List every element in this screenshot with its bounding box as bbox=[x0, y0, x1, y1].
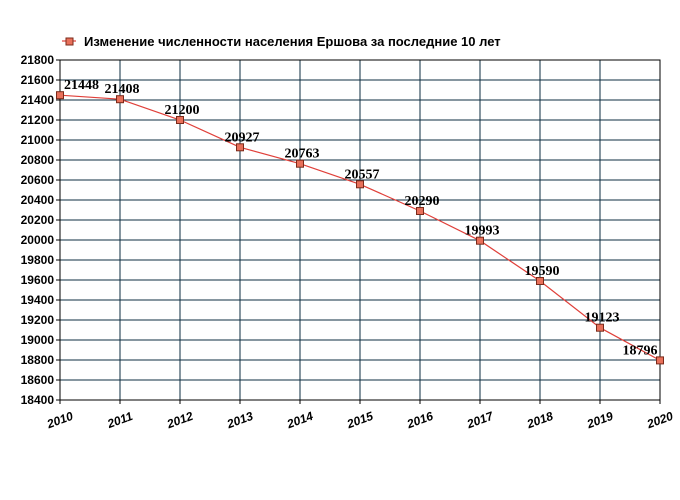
legend: Изменение численности населения Ершова з… bbox=[62, 34, 501, 49]
y-tick-label: 18600 bbox=[21, 373, 55, 387]
data-point-marker bbox=[56, 91, 64, 100]
y-tick-label: 19600 bbox=[21, 273, 55, 287]
data-label: 20927 bbox=[225, 130, 260, 145]
data-point-marker bbox=[116, 95, 124, 104]
y-tick-label: 19400 bbox=[21, 293, 55, 307]
data-label: 19993 bbox=[465, 224, 500, 239]
data-point-marker bbox=[176, 116, 184, 124]
data-label: 20557 bbox=[345, 167, 380, 182]
data-point-marker bbox=[536, 277, 544, 285]
x-tick-label: 2019 bbox=[584, 409, 615, 432]
data-label: 21448 bbox=[64, 78, 99, 93]
y-tick-label: 21400 bbox=[21, 93, 55, 107]
x-tick-label: 2018 bbox=[524, 409, 555, 432]
legend-label: Изменение численности населения Ершова з… bbox=[84, 34, 501, 49]
y-tick-label: 19200 bbox=[21, 313, 55, 327]
x-tick-label: 2017 bbox=[464, 408, 496, 431]
y-tick-label: 21600 bbox=[21, 73, 55, 87]
x-axis-ticks: 2010 2011 2012 2013 2014 2015 2016 2017 2018 2019… bbox=[44, 400, 675, 431]
legend-marker-swatch bbox=[65, 37, 74, 46]
data-point-marker bbox=[296, 159, 304, 168]
data-label: 20290 bbox=[405, 194, 440, 209]
data-point-marker bbox=[596, 323, 604, 332]
y-tick-label: 18400 bbox=[21, 393, 55, 407]
x-tick-label: 2011 bbox=[105, 409, 135, 431]
y-tick-label: 20800 bbox=[21, 153, 55, 167]
data-point-marker bbox=[656, 356, 664, 365]
y-axis-ticks: 18400 18600 18800 19000 19200 19400 19600 19800… bbox=[21, 53, 60, 407]
data-point-marker bbox=[236, 143, 244, 152]
y-tick-label: 19000 bbox=[21, 333, 55, 347]
data-label: 20763 bbox=[285, 147, 320, 162]
x-tick-label: 2012 bbox=[164, 409, 195, 432]
y-tick-label: 18800 bbox=[21, 353, 55, 367]
y-tick-label: 21000 bbox=[21, 133, 55, 147]
x-tick-label: 2015 bbox=[344, 409, 375, 432]
data-label: 18796 bbox=[623, 343, 658, 358]
y-tick-label: 21800 bbox=[21, 53, 55, 67]
data-point-marker bbox=[416, 207, 424, 215]
data-label: 19590 bbox=[525, 264, 560, 279]
x-tick-label: 2016 bbox=[404, 409, 435, 432]
y-tick-label: 21200 bbox=[21, 113, 55, 127]
data-point-marker bbox=[356, 180, 364, 189]
data-label: 19123 bbox=[585, 311, 620, 326]
y-tick-label: 19800 bbox=[21, 253, 55, 267]
y-tick-label: 20000 bbox=[21, 233, 55, 247]
x-tick-label: 2014 bbox=[284, 409, 315, 432]
data-label: 21408 bbox=[105, 82, 140, 97]
series-group: 21448 21408 21200 20927 20763 20557 20290 19993… bbox=[56, 78, 664, 365]
data-point-marker bbox=[476, 236, 484, 245]
y-tick-label: 20600 bbox=[21, 173, 55, 187]
x-tick-label: 2013 bbox=[224, 409, 255, 432]
y-tick-label: 20200 bbox=[21, 213, 55, 227]
grid bbox=[59, 59, 661, 401]
data-label: 21200 bbox=[165, 103, 200, 118]
y-tick-label: 20400 bbox=[21, 193, 55, 207]
x-tick-label: 2010 bbox=[44, 409, 75, 432]
x-tick-label: 2020 bbox=[644, 409, 675, 432]
